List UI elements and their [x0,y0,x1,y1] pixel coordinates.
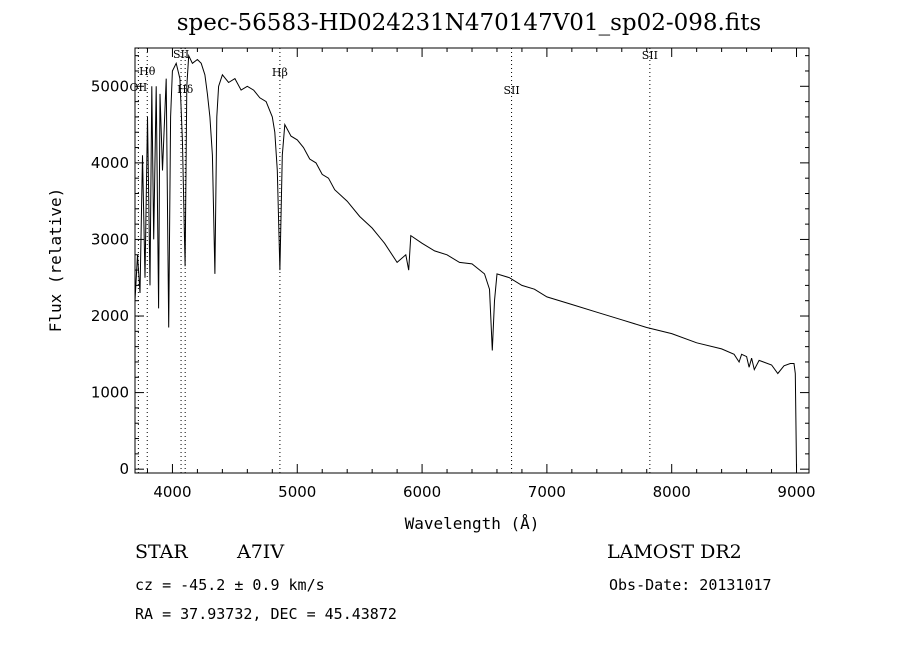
x-tick-label: 5000 [278,483,316,501]
line-marker-label: Hδ [177,83,194,96]
x-tick-label: 4000 [153,483,191,501]
y-tick-label: 0 [119,460,129,478]
line-marker-label: SII [173,48,189,61]
y-axis-label: Flux (relative) [46,188,65,333]
coordinates-readout: RA = 37.93732, DEC = 45.43872 [135,605,397,623]
survey-name: LAMOST DR2 [607,541,742,563]
line-marker-label: SII [642,49,658,62]
y-tick-label: 2000 [91,307,129,325]
line-marker-label: OII [130,81,148,94]
spectrum-line [134,53,797,468]
y-tick-label: 3000 [91,230,129,248]
spectral-class: A7IV [237,541,285,563]
chart-title: spec-56583-HD024231N470147V01_sp02-098.f… [176,10,762,36]
line-marker-label: SII [503,84,519,97]
redshift-readout: cz = -45.2 ± 0.9 km/s [135,576,325,594]
x-axis-label: Wavelength (Å) [405,514,540,533]
x-tick-label: 8000 [653,483,691,501]
x-tick-label: 6000 [403,483,441,501]
x-tick-label: 7000 [528,483,566,501]
x-tick-label: 9000 [777,483,815,501]
observation-date: Obs-Date: 20131017 [609,576,772,594]
y-tick-label: 4000 [91,154,129,172]
object-type: STAR [135,541,188,563]
line-marker-label: Hβ [272,66,288,79]
line-marker-label: Hθ [139,65,156,78]
y-tick-label: 5000 [91,77,129,95]
plot-frame [134,47,810,474]
y-tick-label: 1000 [91,384,129,402]
